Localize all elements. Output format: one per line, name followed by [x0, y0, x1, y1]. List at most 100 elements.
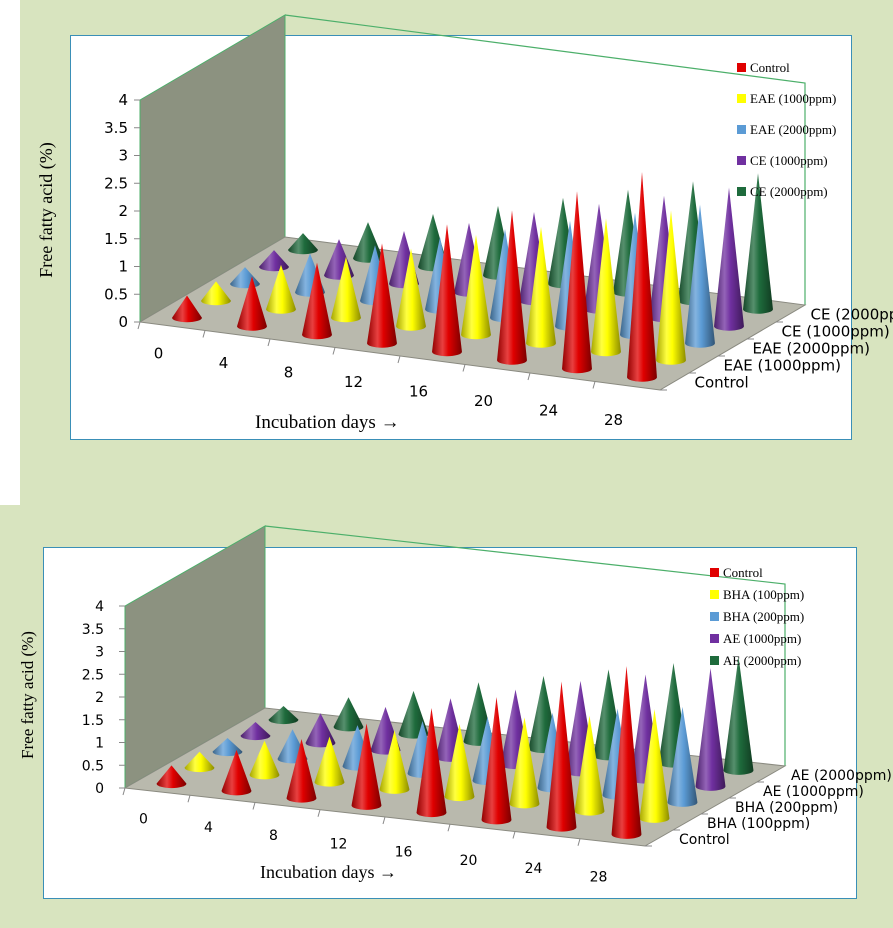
legend-label: AE (1000ppm)	[723, 631, 801, 646]
x-tick-mark	[447, 824, 451, 832]
cone-mark	[314, 736, 345, 787]
legend-swatch	[710, 656, 719, 665]
cone-mark	[611, 666, 642, 839]
depth-label: Control	[679, 832, 730, 848]
cone-ae-1000ppm--day-28	[695, 668, 726, 791]
y-tick-label: 3.5	[82, 622, 104, 638]
y-tick-label: 3	[95, 645, 104, 661]
legend-swatch	[710, 612, 719, 621]
x-tick-label: 28	[604, 411, 623, 429]
cone-eae-1000ppm--day-28	[656, 210, 686, 365]
y-tick-label: 1	[118, 258, 128, 276]
cone-control-day-24	[562, 191, 592, 374]
y-axis-label: Free fatty acid (%)	[36, 142, 57, 277]
cone-mark	[461, 234, 491, 340]
cone-ce-1000ppm--day-0	[259, 250, 289, 272]
cone-control-day-28	[611, 666, 642, 839]
cone-mark	[353, 222, 383, 263]
y-tick-label: 0	[95, 781, 104, 797]
legend-label: Control	[750, 60, 790, 75]
cone-mark	[444, 723, 475, 802]
x-axis-label: Incubation days →	[260, 862, 397, 882]
depth-label: AE (2000ppm)	[791, 768, 892, 784]
depth-label: CE (2000ppm)	[811, 306, 893, 324]
chart-1: 0 0.5 1 1.5 2 2.5 3 3.5 4 Free fatty acid (%) 0 4 8 1…	[36, 14, 893, 433]
legend-swatch	[737, 187, 746, 196]
cone-mark	[302, 262, 332, 340]
cone-bha-100ppm--day-28	[639, 709, 670, 823]
cone-bha-100ppm--day-24	[574, 715, 605, 816]
cone-ce-2000ppm--day-4	[353, 222, 383, 263]
x-tick-label: 8	[269, 828, 278, 844]
x-tick-mark	[202, 330, 206, 338]
x-tick-label: 24	[539, 401, 558, 419]
cone-mark	[432, 224, 462, 357]
y-axis-label: Free fatty acid (%)	[18, 631, 37, 759]
cone-ce-2000ppm--day-28	[743, 173, 773, 314]
legend-swatch	[710, 590, 719, 599]
cone-mark	[695, 668, 726, 791]
x-axis-label: Incubation days →	[255, 412, 400, 433]
x-tick-mark	[397, 355, 401, 364]
cone-control-day-28	[627, 171, 657, 382]
cone-control-day-20	[481, 697, 512, 825]
legend-label: BHA (200ppm)	[723, 609, 804, 624]
cone-control-day-24	[546, 681, 577, 832]
cone-mark	[221, 749, 252, 796]
x-tick-label: 12	[330, 836, 348, 852]
cone-mark	[212, 737, 243, 757]
cone-mark	[333, 697, 364, 732]
cone-mark	[240, 721, 271, 741]
x-tick-mark	[122, 787, 126, 796]
cone-control-day-8	[286, 738, 317, 803]
cone-ce-1000ppm--day-28	[714, 187, 744, 331]
cone-control-day-0	[172, 295, 202, 323]
cone-eae-1000ppm--day-16	[461, 234, 491, 340]
cone-eae-2000ppm--day-28	[685, 204, 715, 348]
cone-bha-200ppm--day-0	[212, 737, 243, 757]
cone-ce-2000ppm--day-0	[288, 233, 318, 255]
cone-control-day-4	[237, 276, 267, 331]
x-tick-mark	[527, 372, 531, 381]
y-tick-label: 3	[118, 147, 128, 165]
cone-mark	[259, 250, 289, 272]
x-tick-label: 20	[460, 853, 478, 869]
cone-control-day-16	[432, 224, 462, 357]
x-tick-mark	[267, 338, 271, 347]
x-tick-label: 12	[344, 373, 363, 391]
back-wall-outline	[284, 14, 806, 305]
legend-swatch	[710, 568, 719, 577]
cone-bha-100ppm--day-20	[509, 717, 540, 809]
cone-mark	[526, 226, 556, 348]
cone-mark	[509, 717, 540, 809]
y-tick-label: 1.5	[82, 713, 104, 729]
cone-control-day-4	[221, 749, 252, 796]
depth-label: AE (1000ppm)	[763, 784, 864, 800]
x-tick-mark	[382, 816, 386, 825]
cone-bha-200ppm--day-28	[667, 706, 698, 807]
x-tick-mark	[512, 831, 516, 839]
cone-mark	[656, 210, 686, 365]
cone-mark	[396, 248, 426, 331]
cone-mark	[562, 191, 592, 374]
x-tick-label: 28	[590, 869, 608, 885]
cone-mark	[416, 707, 447, 818]
cone-control-day-20	[497, 210, 527, 365]
chart-2: 0 0.5 1 1.5 2 2.5 3 3.5 4 Free fatty acid (%) 0 4 8 1…	[18, 525, 892, 885]
y-tick-label: 2	[118, 202, 128, 220]
cone-mark	[481, 697, 512, 825]
x-tick-mark	[332, 347, 336, 355]
cone-mark	[184, 751, 215, 773]
cone-mark	[379, 730, 410, 794]
cone-mark	[591, 218, 621, 357]
cone-mark	[286, 738, 317, 803]
legend-swatch	[737, 125, 746, 134]
cone-mark	[685, 204, 715, 348]
cone-eae-1000ppm--day-0	[201, 281, 231, 306]
cone-mark	[237, 276, 267, 331]
y-tick-label: 2.5	[82, 667, 104, 683]
x-tick-label: 4	[204, 820, 213, 836]
cone-mark	[305, 713, 336, 748]
cone-bha-100ppm--day-16	[444, 723, 475, 802]
y-tick-label: 1.5	[104, 230, 128, 248]
